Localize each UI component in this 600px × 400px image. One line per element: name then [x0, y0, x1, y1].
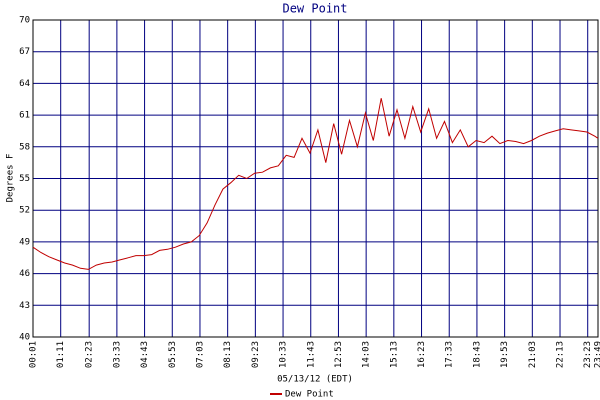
x-axis-label: 05/13/12 (EDT): [277, 375, 353, 385]
legend-label: Dew Point: [285, 390, 334, 400]
x-tick-label: 03:33: [112, 341, 122, 368]
y-tick-label: 55: [19, 174, 30, 184]
y-tick-label: 49: [19, 237, 30, 247]
x-tick-label: 19:53: [500, 341, 510, 368]
x-tick-label: 23:23: [583, 341, 593, 368]
x-tick-label: 16:23: [417, 341, 427, 368]
x-tick-label: 21:03: [528, 341, 538, 368]
x-tick-label: 04:43: [140, 341, 150, 368]
x-tick-label: 12:53: [334, 341, 344, 368]
x-tick-label: 00:01: [29, 341, 39, 368]
x-tick-label: 08:13: [223, 341, 233, 368]
chart-title: Dew Point: [282, 2, 347, 16]
y-tick-label: 70: [19, 16, 30, 26]
x-tick-label: 18:43: [472, 341, 482, 368]
x-tick-label: 09:23: [251, 341, 261, 368]
plot-border: [32, 19, 599, 338]
x-tick-label: 14:03: [362, 341, 372, 368]
y-axis-label: Degrees F: [6, 154, 16, 203]
x-tick-label: 07:03: [195, 341, 205, 368]
y-tick-label: 43: [19, 301, 30, 311]
y-tick-label: 58: [19, 142, 30, 152]
y-tick-label: 46: [19, 269, 30, 279]
x-tick-label: 01:11: [56, 341, 66, 368]
y-tick-label: 61: [19, 111, 30, 121]
y-tick-label: 40: [19, 333, 30, 343]
x-tick-label: 05:53: [168, 341, 178, 368]
x-tick-label: 22:13: [556, 341, 566, 368]
x-tick-label: 11:43: [306, 341, 316, 368]
x-tick-label: 23:49: [594, 341, 600, 368]
data-line: [32, 98, 599, 270]
x-tick-label: 15:13: [389, 341, 399, 368]
x-tick-label: 10:33: [279, 341, 289, 368]
x-tick-label: 17:33: [445, 341, 455, 368]
y-tick-label: 67: [19, 47, 30, 57]
y-tick-label: 64: [19, 79, 30, 89]
x-tick-label: 02:23: [85, 341, 95, 368]
y-tick-label: 52: [19, 206, 30, 216]
